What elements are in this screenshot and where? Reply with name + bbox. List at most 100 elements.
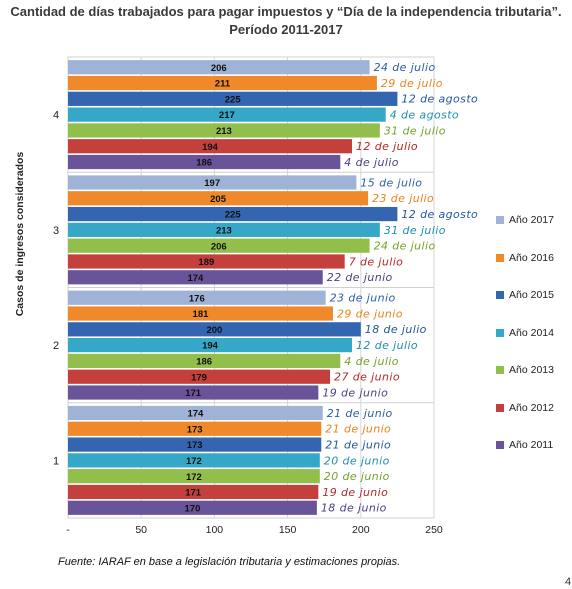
bar [68,453,320,468]
bar-date-label: 20 de junio [324,470,390,483]
x-tick-label: 200 [352,524,370,536]
bar-value-label: 205 [210,194,227,205]
bar [68,469,320,484]
bar-value-label: 170 [185,503,201,514]
legend-label: Año 2016 [509,251,554,264]
bar-date-label: 15 de julio [360,176,422,189]
bar-value-label: 189 [198,257,214,268]
legend-label: Año 2014 [509,326,554,339]
bar-value-label: 206 [211,241,227,252]
bar [68,75,377,91]
category-label: 4 [53,110,59,122]
bar-value-label: 194 [202,142,219,153]
bar-date-label: 24 de julio [374,240,436,253]
bar-value-label: 181 [193,309,210,320]
x-tick-label: 250 [425,524,443,536]
x-tick-label: - [66,524,70,536]
bar-value-label: 174 [187,409,204,420]
bar-date-label: 12 de agosto [401,93,478,106]
bar [68,338,353,353]
bar [68,123,380,138]
category-label: 3 [53,225,59,237]
bar [68,60,370,75]
legend-swatch [496,403,504,412]
bar-value-label: 217 [219,110,235,121]
bar [68,270,323,285]
bar-value-label: 211 [215,79,231,90]
category-label: 2 [53,340,59,352]
bar [68,421,322,436]
bar-value-label: 225 [225,94,242,105]
bar-value-label: 194 [202,341,219,352]
bar-value-label: 173 [187,440,203,451]
bar [68,500,317,515]
bar-date-label: 31 de julio [384,224,446,237]
bar-value-label: 197 [204,178,220,189]
legend-item: Año 2013 [496,363,554,377]
bar-value-label: 186 [196,158,212,169]
bar-value-label: 174 [187,273,204,284]
legend-item: Año 2012 [496,401,554,415]
chart-subtitle: Período 2011-2017 [229,22,343,37]
bar-date-label: 7 de julio [349,255,404,268]
legend-swatch [496,441,504,449]
bar-date-label: 29 de julio [381,77,443,90]
legend-swatch [496,366,504,374]
bar-date-label: 18 de junio [321,502,387,515]
bar [68,484,319,500]
bar-value-label: 172 [186,472,202,483]
bar-date-label: 21 de junio [325,438,391,451]
bar-date-label: 12 de agosto [401,208,478,221]
bar [68,369,331,384]
bar-date-label: 23 de julio [372,192,434,205]
bar-date-label: 23 de junio [330,292,396,305]
bar-date-label: 4 de julio [344,355,399,368]
bar-date-label: 12 de julio [356,339,418,352]
bar [68,290,326,305]
bar [68,353,341,369]
bar-value-label: 176 [189,293,205,304]
legend-item: Año 2016 [496,251,554,265]
bar-value-label: 200 [206,325,222,336]
bar-value-label: 179 [191,372,207,383]
legend-label: Año 2015 [509,289,554,301]
x-tick-label: 150 [279,524,297,536]
bar-date-label: 4 de agosto [390,109,459,122]
legend-item: Año 2015 [496,288,554,302]
bar-date-label: 29 de junio [337,307,403,320]
bar-date-label: 24 de julio [374,61,436,74]
bar-date-label: 31 de julio [384,124,446,137]
legend-label: Año 2013 [509,364,554,376]
bar-date-label: 21 de junio [325,423,391,436]
bar [68,91,398,106]
bar [68,206,398,222]
legend-item: Año 2014 [496,326,554,340]
bar [68,385,319,400]
bar-value-label: 213 [216,225,232,236]
legend-swatch [496,291,504,299]
bar-value-label: 173 [187,424,203,435]
bar [68,191,369,206]
x-tick-label: 100 [206,524,224,536]
x-tick-label: 50 [135,524,147,536]
bar-date-label: 4 de julio [344,156,399,169]
bar [68,254,345,269]
legend-label: Año 2017 [509,214,554,226]
bar-date-label: 19 de junio [322,386,388,399]
legend-swatch [496,253,504,262]
bar [68,222,380,237]
source-note: Fuente: IARAF en base a legislación trib… [58,556,401,568]
category-label: 1 [53,455,59,467]
bar-date-label: 27 de junio [334,371,400,384]
bar-date-label: 12 de julio [356,140,418,153]
bar [68,405,323,421]
legend-swatch [496,216,504,224]
bar-value-label: 172 [186,456,202,467]
bar [68,154,341,170]
legend-swatch [496,328,504,337]
bar-value-label: 206 [211,63,227,74]
bar-date-label: 20 de junio [324,454,390,467]
legend-label: Año 2012 [509,401,554,414]
bar-date-label: 18 de julio [365,323,427,336]
bar-date-label: 22 de junio [327,271,393,284]
